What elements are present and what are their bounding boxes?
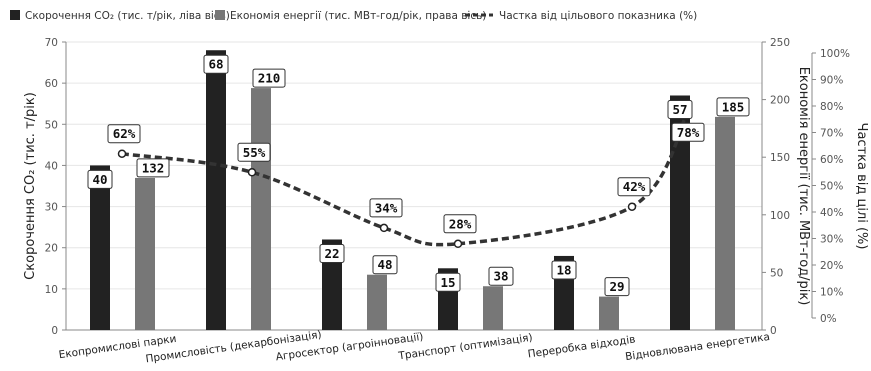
right-percent-axis-title: Частка від цілі (%) [854,123,869,250]
target-share-point [379,223,389,233]
co2-bar [670,95,690,330]
percent-tick-label: 10% [820,287,843,299]
left-tick-label: 70 [45,37,58,49]
target-share-point [117,149,127,158]
target-share-label-box [671,122,705,142]
left-tick-label: 20 [45,243,58,255]
percent-tick-label: 40% [820,207,843,219]
co2-value-label: 18 [556,262,571,277]
category-label: Відновлювана енергетика [625,331,771,363]
grid [66,41,762,331]
left-tick-label: 60 [45,78,58,90]
percent-tick-label: 50% [820,181,843,193]
legend-label: Економія енергії (тис. МВт-год/рік, прав… [230,10,486,22]
energy-value-label: 38 [493,269,508,284]
co2-value-label: 22 [324,246,339,261]
energy-bar [715,116,735,330]
right-tick-label: 250 [770,37,790,49]
energy-value-label-box [488,266,514,286]
percent-tick-label: 90% [820,75,843,87]
value-labels: 40 132 68 210 22 48 15 38 18 29 57 185 62% 55% 34% 28% 4… [87,54,750,297]
energy-value-label: 29 [609,279,624,294]
percent-tick-label: 0% [820,313,837,325]
energy-bar [135,177,155,330]
co2-value-label-box [435,272,461,292]
target-share-label-box [617,177,651,197]
percent-tick-label: 60% [820,154,843,166]
energy-value-label-box [604,277,630,297]
target-share-point [247,168,257,177]
target-share-point [453,239,463,249]
legend-swatch [215,10,225,20]
right-percent-axis: 0% 10% 20% 30% 40% 50% 60% 70% 80% 90% 100% [811,48,850,325]
target-share-label-box [107,124,141,144]
energy-value-label-box [252,68,286,88]
target-share-label-box [369,198,403,218]
left-tick-label: 10 [45,284,58,296]
co2-value-label-box [87,169,113,189]
co2-bar [206,50,226,330]
target-share-line [117,107,693,249]
legend-label: Скорочення CO₂ (тис. т/рік, ліва вісь) [25,10,230,22]
target-share-label: 34% [375,200,398,215]
co2-value-label: 68 [208,57,223,72]
co2-value-label-box [667,99,693,119]
co2-value-label-box [203,54,229,74]
percent-tick-label: 80% [820,101,843,113]
left-tick-label: 50 [45,119,58,131]
target-share-point [627,202,637,211]
left-axis: 0 10 20 30 40 50 60 70 [45,37,762,337]
right-tick-label: 0 [770,325,777,337]
co2-value-label-box [551,260,577,280]
percent-tick-label: 20% [820,260,843,272]
target-share-label: 28% [449,216,472,231]
percent-tick-label: 70% [820,128,843,140]
right-tick-label: 150 [770,152,790,164]
energy-bar [367,274,387,330]
energy-value-label-box [716,97,750,117]
target-share-label: 78% [677,125,700,140]
right-axis: 0 50 100 150 200 250 [761,37,790,337]
legend: Скорочення CO₂ (тис. т/рік, ліва вісь) Ек… [10,10,697,22]
legend-swatch [10,10,20,20]
co2-value-label: 40 [92,172,107,187]
percent-tick-label: 30% [820,234,843,246]
co2-value-label: 15 [440,275,455,290]
co2-value-label-box [319,243,345,263]
right-tick-label: 50 [770,267,783,279]
target-share-label: 42% [623,179,646,194]
right-tick-label: 100 [770,210,790,222]
co2-value-label: 57 [672,102,687,117]
category-label: Переробка відходів [527,334,636,361]
percent-tick-label: 100% [820,48,850,60]
left-tick-label: 0 [51,325,58,337]
target-share-label-box [237,142,271,162]
target-share-label: 62% [113,126,136,141]
energy-bar [483,286,503,330]
left-tick-label: 40 [45,160,58,172]
left-axis-title: Скорочення CO₂ (тис. т/рік) [23,92,38,280]
target-share-label-box [443,214,477,234]
energy-value-label: 210 [258,71,281,86]
energy-value-label-box [372,255,398,275]
energy-value-label: 132 [142,160,165,175]
energy-value-label: 48 [377,257,392,272]
co2-bar [90,165,110,330]
right-axis-title: Економія енергії (тис. МВт-год/рік) [796,67,811,306]
right-tick-label: 200 [770,95,790,107]
left-tick-label: 30 [45,202,58,214]
energy-value-label-box [136,158,170,178]
target-share-label: 55% [243,145,266,160]
energy-bar [599,296,619,330]
legend-label: Частка від цільового показника (%) [499,10,697,22]
energy-bar [251,88,271,330]
energy-value-label: 185 [722,99,745,114]
